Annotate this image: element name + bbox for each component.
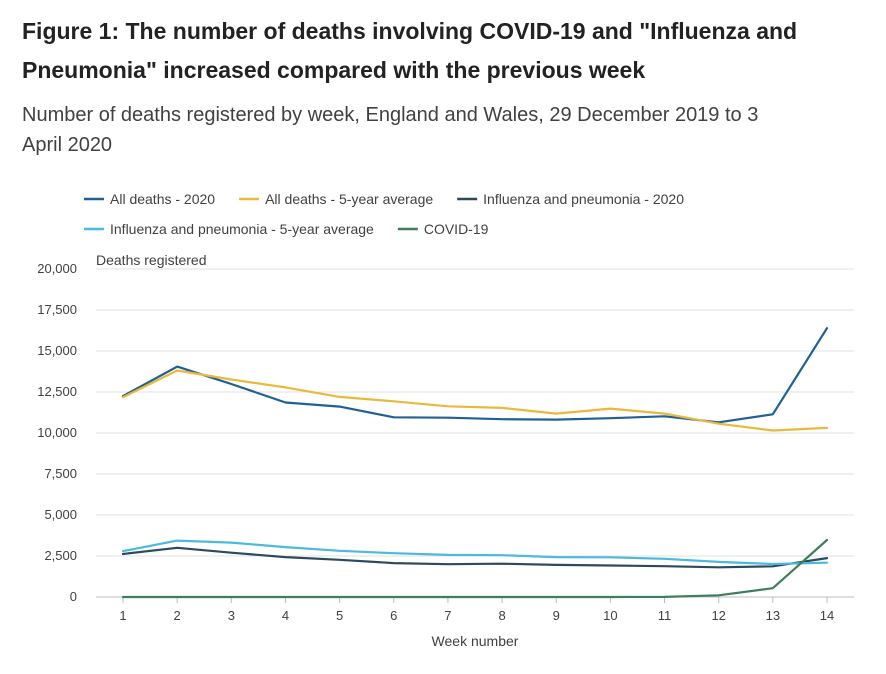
legend-label-influenza-and-pneumonia-2020: Influenza and pneumonia - 2020 [483,191,684,207]
x-tick-label: 1 [119,608,126,623]
legend: All deaths - 2020 All deaths - 5-year ave… [84,191,684,237]
y-tick-label: 2,500 [44,548,77,563]
y-tick-label: 5,000 [44,507,77,522]
series-line-all-deaths-5-year-average [121,369,829,432]
y-axis-label: Deaths registered [96,252,207,268]
x-tick-label: 3 [228,608,235,623]
x-axis-label: Week number [432,633,519,649]
x-tick-label: 13 [766,608,780,623]
x-tick-label: 4 [282,608,289,623]
x-tick-label: 11 [658,608,672,623]
x-tick-label: 14 [820,608,834,623]
series-line-influenza-and-pneumonia-5-year-average [121,539,829,566]
series-line-influenza-and-pneumonia-2020 [121,546,829,569]
x-tick-label: 10 [603,608,617,623]
chart-subtitle: Number of deaths registered by week, Eng… [22,104,759,156]
x-tick-label: 2 [174,608,181,623]
y-tick-label: 10,000 [37,425,77,440]
x-tick-label: 5 [336,608,343,623]
x-tick-label: 12 [711,608,725,623]
x-tick-label: 7 [444,608,451,623]
x-tick-label: 9 [553,608,560,623]
legend-label-influenza-and-pneumonia-5-year-average: Influenza and pneumonia - 5-year average [110,221,374,237]
x-axis: 1 2 3 4 5 6 7 8 9 10 11 12 13 14 [119,597,834,623]
legend-label-covid-19: COVID-19 [424,221,489,237]
legend-label-all-deaths-5-year-average: All deaths - 5-year average [265,191,433,207]
chart-title: Figure 1: The number of deaths involving… [22,18,798,83]
y-tick-label: 7,500 [44,466,77,481]
x-tick-label: 6 [390,608,397,623]
series-line-covid-19 [121,538,829,599]
y-tick-label: 12,500 [37,384,77,399]
y-tick-label: 20,000 [37,261,77,276]
y-axis: 0 2,500 5,000 7,500 10,000 12,500 15,000 17,500… [37,261,77,604]
series-lines [121,327,829,599]
y-tick-label: 17,500 [37,302,77,317]
y-tick-label: 15,000 [37,343,77,358]
y-tick-label: 0 [70,589,77,604]
x-tick-label: 8 [498,608,505,623]
gridlines [96,268,854,598]
legend-label-all-deaths-2020: All deaths - 2020 [110,191,215,207]
